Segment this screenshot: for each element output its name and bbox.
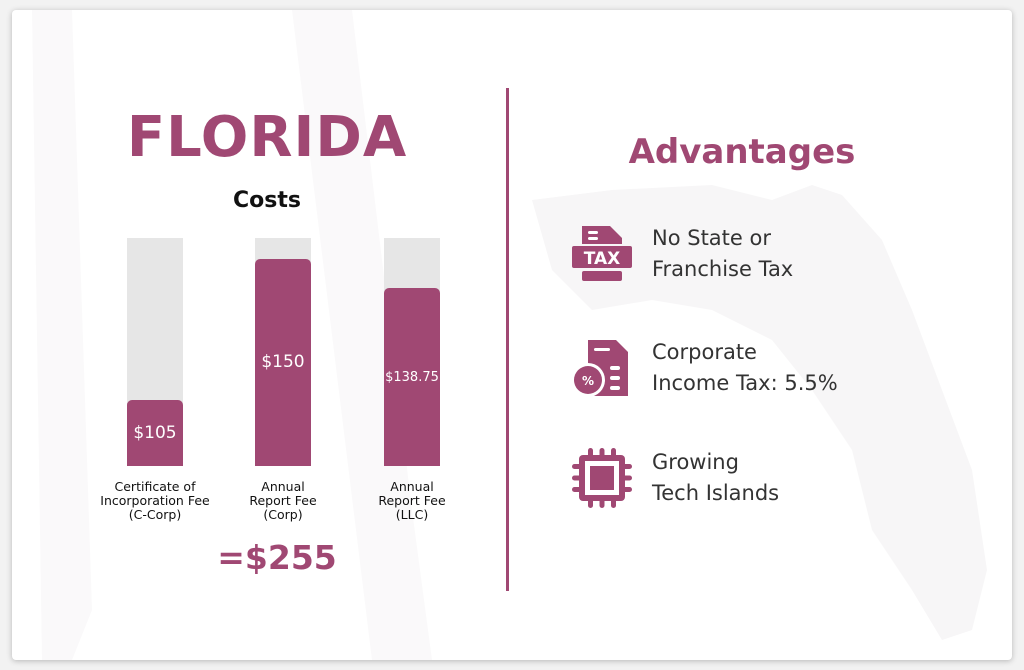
advantage-line: No State or [652, 226, 771, 250]
category-label-line: Annual [261, 479, 305, 494]
bar-track: $105 [127, 238, 183, 466]
bar-track: $150 [255, 238, 311, 466]
divider-line [506, 88, 509, 591]
bar: $105 [127, 399, 183, 466]
category-label-line: Report Fee [378, 493, 446, 508]
category-label-line: Annual [390, 479, 434, 494]
advantage-item-income-tax: % Corporate Income Tax: 5.5% [570, 336, 838, 400]
advantage-line: Growing [652, 450, 739, 474]
advantages-title: Advantages [628, 132, 856, 172]
advantage-item-tax: TAX No State or Franchise Tax [570, 222, 793, 286]
costs-heading: Costs [233, 188, 301, 213]
category-label-line: (C-Corp) [128, 507, 182, 522]
advantage-line: Income Tax: 5.5% [652, 371, 838, 395]
bar: $138.75 [384, 288, 440, 466]
total-cost: =$255 [217, 538, 337, 577]
tax-document-icon: TAX [572, 226, 632, 281]
bar-value-label: $150 [261, 352, 305, 373]
bar-value-label: $105 [133, 422, 177, 443]
advantage-line: Franchise Tax [652, 257, 794, 281]
category-label: Annual Report Fee (Corp) [213, 480, 353, 522]
category-label-line: Report Fee [249, 493, 317, 508]
state-title: FLORIDA [126, 105, 408, 170]
bar: $150 [255, 258, 311, 466]
svg-text:%: % [582, 374, 594, 388]
svg-text:TAX: TAX [584, 249, 621, 269]
category-label-line: (LLC) [395, 507, 429, 522]
bar-value-label: $138.75 [385, 369, 439, 385]
bar-track: $138.75 [384, 238, 440, 466]
advantage-line: Corporate [652, 340, 757, 364]
category-label: Certificate of Incorporation Fee (C-Corp) [85, 480, 225, 522]
category-label-line: Certificate of [114, 479, 196, 494]
category-label-line: Incorporation Fee [100, 493, 210, 508]
advantage-line: Tech Islands [652, 481, 780, 505]
florida-map-watermark [32, 10, 987, 660]
advantage-item-tech: Growing Tech Islands [570, 446, 779, 510]
category-label: Annual Report Fee (LLC) [342, 480, 482, 522]
percent-document-icon: % [571, 340, 628, 397]
category-label-line: (Corp) [263, 507, 303, 522]
chip-icon [572, 448, 632, 508]
slide-card: FLORIDA Costs $105 Certificate of Incorpor… [12, 10, 1012, 660]
